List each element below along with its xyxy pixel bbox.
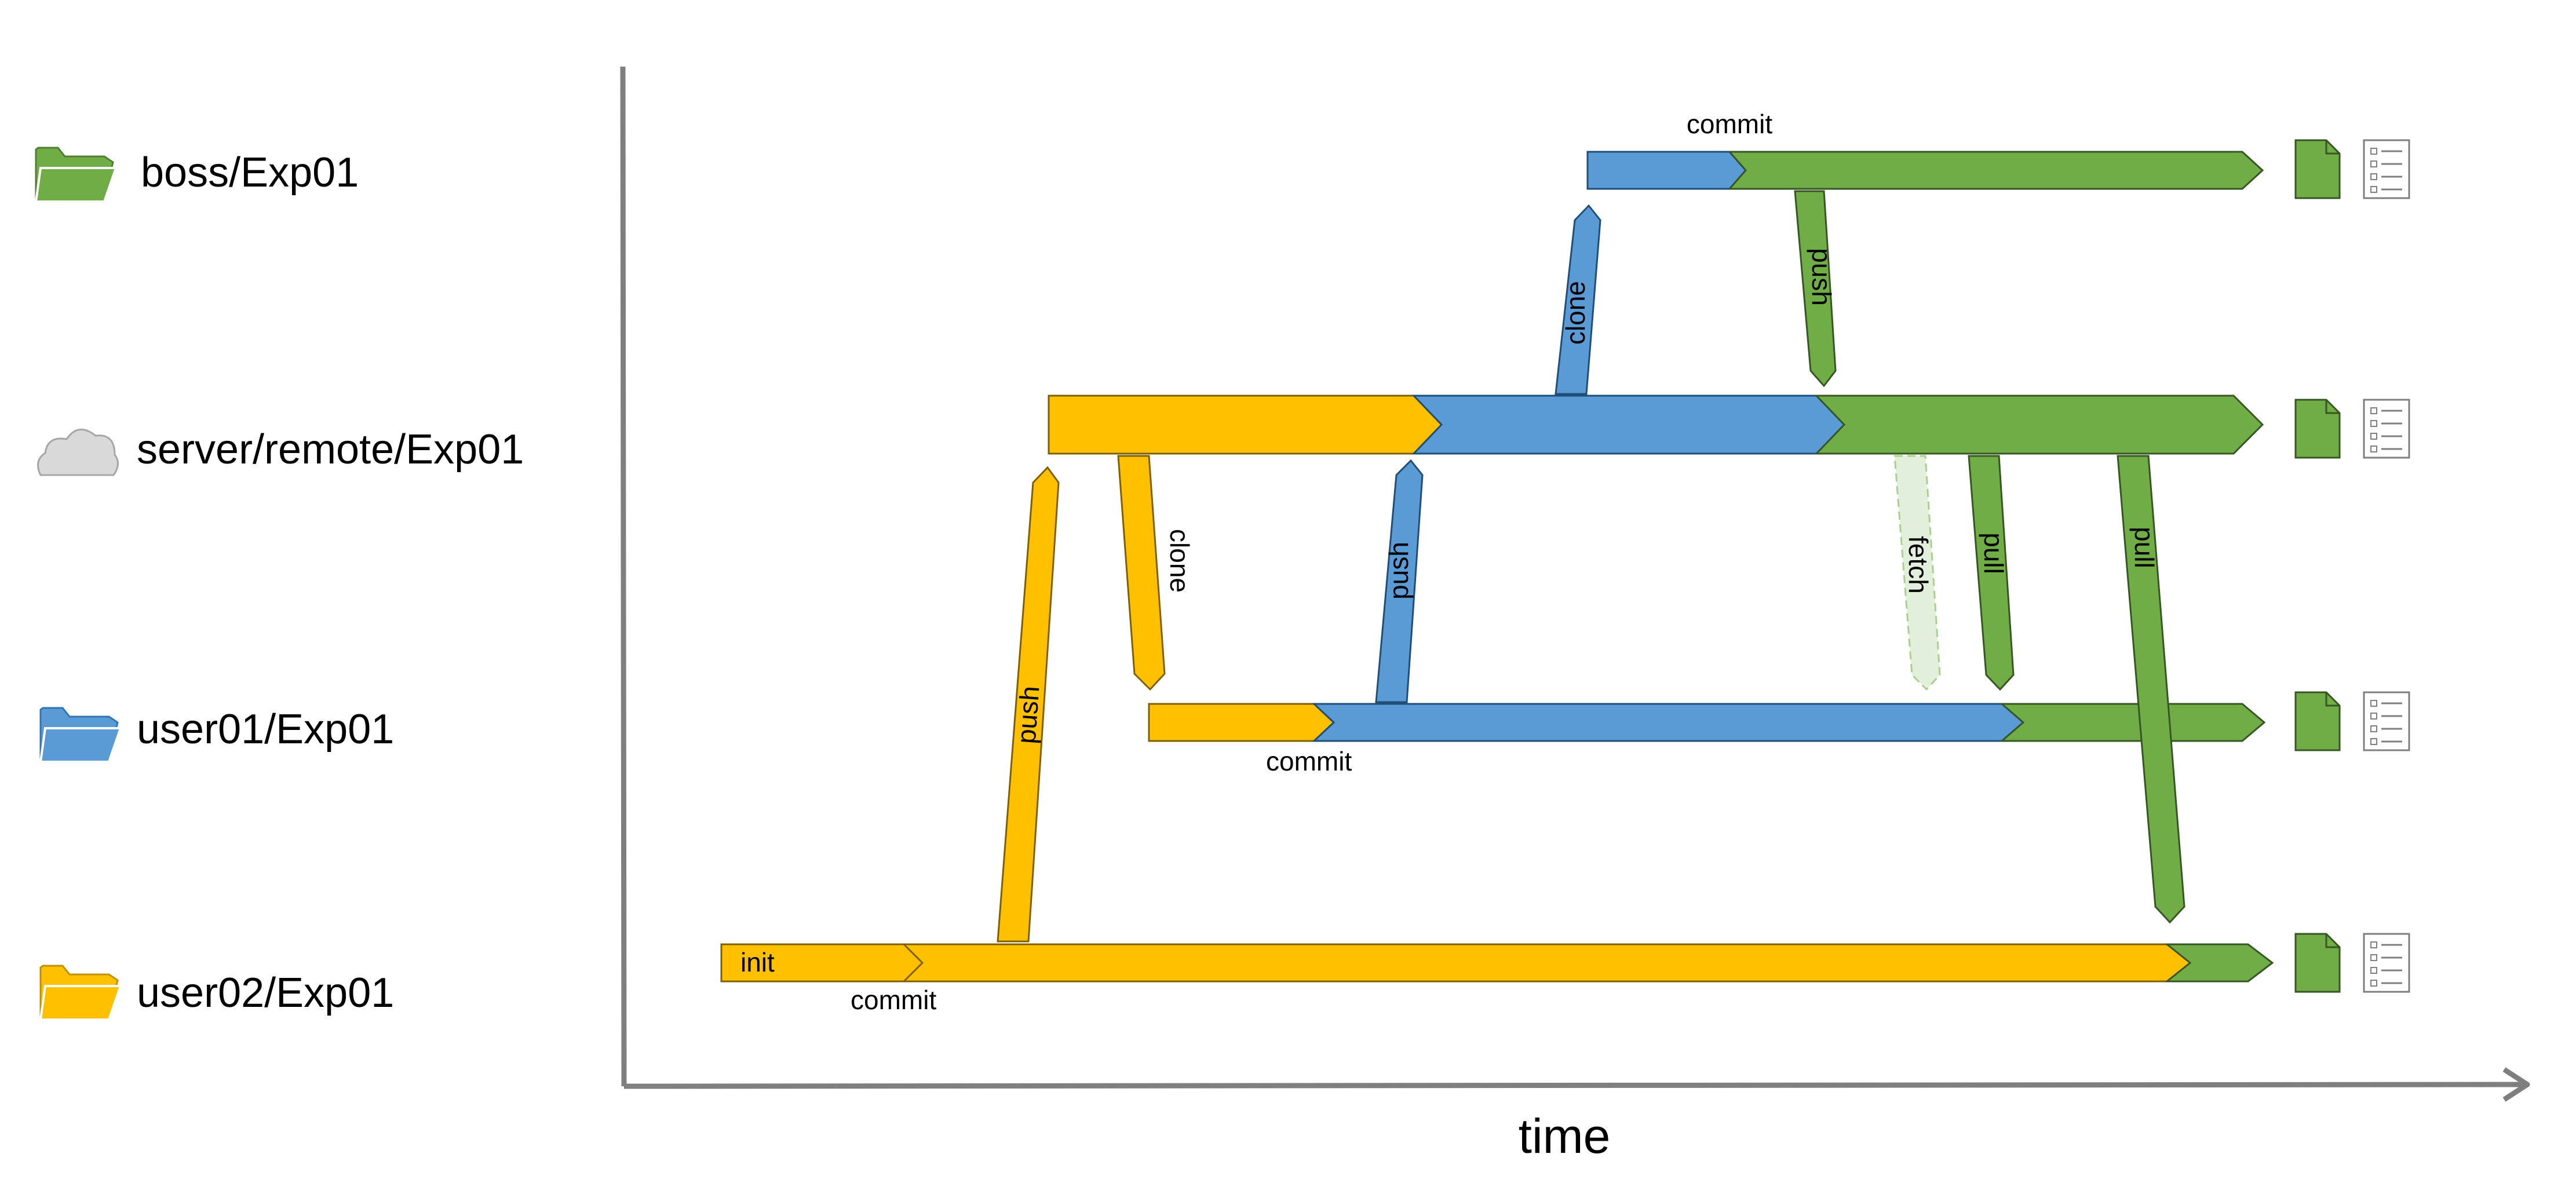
end-icons-user02 xyxy=(2294,933,2410,993)
end-icons-user01 xyxy=(2294,691,2410,751)
connector-clone-user01 xyxy=(1117,455,1166,691)
file-icon xyxy=(2294,933,2341,993)
op-label-clone-boss: clone xyxy=(1560,281,1590,345)
repo-label-boss: boss/Exp01 xyxy=(141,149,359,196)
op-label-commit-boss: commit xyxy=(1687,109,1772,139)
op-label-fetch-user01: fetch xyxy=(1903,536,1933,594)
folder-icon xyxy=(34,147,118,203)
end-icons-boss xyxy=(2294,139,2410,199)
op-label-pull-user01: pull xyxy=(1979,532,2009,574)
op-label-init: init xyxy=(740,947,775,977)
list-icon xyxy=(2363,933,2410,993)
user02-timeline xyxy=(720,943,2274,983)
connector-pull-user02 xyxy=(2117,455,2185,924)
connector-push-user01 xyxy=(1375,459,1424,703)
end-icons-server xyxy=(2294,399,2410,459)
op-label-push-user02: push xyxy=(1011,685,1045,744)
list-icon xyxy=(2363,691,2410,751)
boss-timeline xyxy=(1586,151,2264,190)
connector-pull-user01 xyxy=(1968,455,2015,691)
user01-timeline xyxy=(1148,703,2266,742)
connector-fetch-user01 xyxy=(1893,455,1941,691)
op-label-commit-user01: commit xyxy=(1266,746,1352,776)
list-icon xyxy=(2363,139,2410,199)
op-label-push-user01: push xyxy=(1384,542,1414,600)
file-icon xyxy=(2294,399,2341,459)
folder-icon xyxy=(39,707,122,763)
list-icon xyxy=(2363,399,2410,459)
axis-label-time: time xyxy=(1519,1109,1611,1163)
op-label-commit-user02: commit xyxy=(851,985,936,1015)
repo-label-user02: user02/Exp01 xyxy=(137,970,394,1016)
connector-push-boss xyxy=(1794,190,1837,388)
repo-label-server: server/remote/Exp01 xyxy=(137,426,524,473)
op-label-pull-user02: pull xyxy=(2129,527,2159,568)
op-label-clone-user01: clone xyxy=(1165,529,1195,593)
op-label-push-boss: push xyxy=(1807,248,1837,306)
repo-label-user01: user01/Exp01 xyxy=(137,706,394,753)
connector-clone-boss xyxy=(1555,204,1601,395)
cloud-icon xyxy=(37,428,119,476)
file-icon xyxy=(2294,691,2341,751)
connector-push-user02 xyxy=(997,466,1060,943)
file-icon xyxy=(2294,139,2341,199)
server-timeline xyxy=(1048,395,2264,455)
folder-icon xyxy=(39,965,122,1021)
time-axis xyxy=(620,66,2530,1102)
